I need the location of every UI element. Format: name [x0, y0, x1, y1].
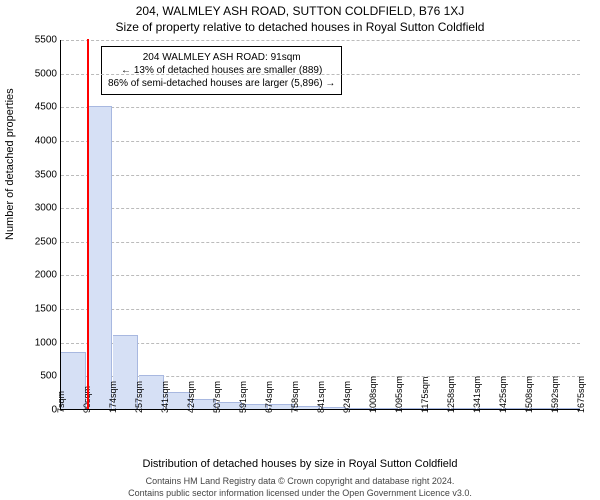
- gridline: [61, 141, 580, 142]
- annotation-line-2: ← 13% of detached houses are smaller (88…: [108, 64, 335, 77]
- gridline: [61, 309, 580, 310]
- annotation-line-3: 86% of semi-detached houses are larger (…: [108, 77, 335, 90]
- gridline: [61, 242, 580, 243]
- y-tick-label: 2500: [35, 236, 61, 247]
- gridline: [61, 175, 580, 176]
- x-tick-label: 341sqm: [160, 381, 170, 413]
- gridline: [61, 343, 580, 344]
- x-tick-label: 1341sqm: [472, 376, 482, 413]
- x-tick-label: 1508sqm: [524, 376, 534, 413]
- x-tick-label: 841sqm: [316, 381, 326, 413]
- x-tick-label: 7sqm: [56, 391, 66, 413]
- x-tick-label: 1592sqm: [550, 376, 560, 413]
- x-tick-label: 1258sqm: [446, 376, 456, 413]
- gridline: [61, 208, 580, 209]
- x-tick-label: 1675sqm: [576, 376, 586, 413]
- x-tick-label: 1095sqm: [394, 376, 404, 413]
- plot-area: 204 WALMLEY ASH ROAD: 91sqm ← 13% of det…: [60, 40, 580, 410]
- y-tick-label: 5500: [35, 35, 61, 46]
- x-tick-label: 674sqm: [264, 381, 274, 413]
- y-tick-label: 4000: [35, 135, 61, 146]
- x-tick-label: 507sqm: [212, 381, 222, 413]
- x-tick-label: 758sqm: [290, 381, 300, 413]
- y-tick-label: 3500: [35, 169, 61, 180]
- gridline: [61, 107, 580, 108]
- x-tick-label: 924sqm: [342, 381, 352, 413]
- gridline: [61, 40, 580, 41]
- x-tick-label: 257sqm: [134, 381, 144, 413]
- y-tick-label: 500: [40, 371, 61, 382]
- gridline: [61, 275, 580, 276]
- footer-copyright: Contains HM Land Registry data © Crown c…: [0, 476, 600, 486]
- gridline: [61, 74, 580, 75]
- y-tick-label: 1500: [35, 304, 61, 315]
- histogram-bar: [87, 106, 112, 409]
- chart-title-description: Size of property relative to detached ho…: [0, 20, 600, 34]
- y-tick-label: 3000: [35, 203, 61, 214]
- x-tick-label: 424sqm: [186, 381, 196, 413]
- y-tick-label: 1000: [35, 337, 61, 348]
- y-tick-label: 5000: [35, 68, 61, 79]
- y-axis-label: Number of detached properties: [4, 88, 16, 240]
- property-marker-line: [87, 39, 89, 409]
- x-tick-label: 1175sqm: [420, 377, 430, 413]
- x-tick-label: 174sqm: [108, 381, 118, 413]
- footer-licence: Contains public sector information licen…: [0, 488, 600, 498]
- x-tick-label: 1008sqm: [368, 376, 378, 413]
- x-axis-label: Distribution of detached houses by size …: [0, 458, 600, 470]
- x-tick-label: 1425sqm: [498, 376, 508, 413]
- chart-title-address: 204, WALMLEY ASH ROAD, SUTTON COLDFIELD,…: [0, 4, 600, 18]
- annotation-box: 204 WALMLEY ASH ROAD: 91sqm ← 13% of det…: [101, 46, 342, 95]
- y-tick-label: 2000: [35, 270, 61, 281]
- y-tick-label: 4500: [35, 102, 61, 113]
- chart-container: 204, WALMLEY ASH ROAD, SUTTON COLDFIELD,…: [0, 0, 600, 500]
- annotation-line-1: 204 WALMLEY ASH ROAD: 91sqm: [108, 51, 335, 64]
- x-tick-label: 591sqm: [238, 381, 248, 413]
